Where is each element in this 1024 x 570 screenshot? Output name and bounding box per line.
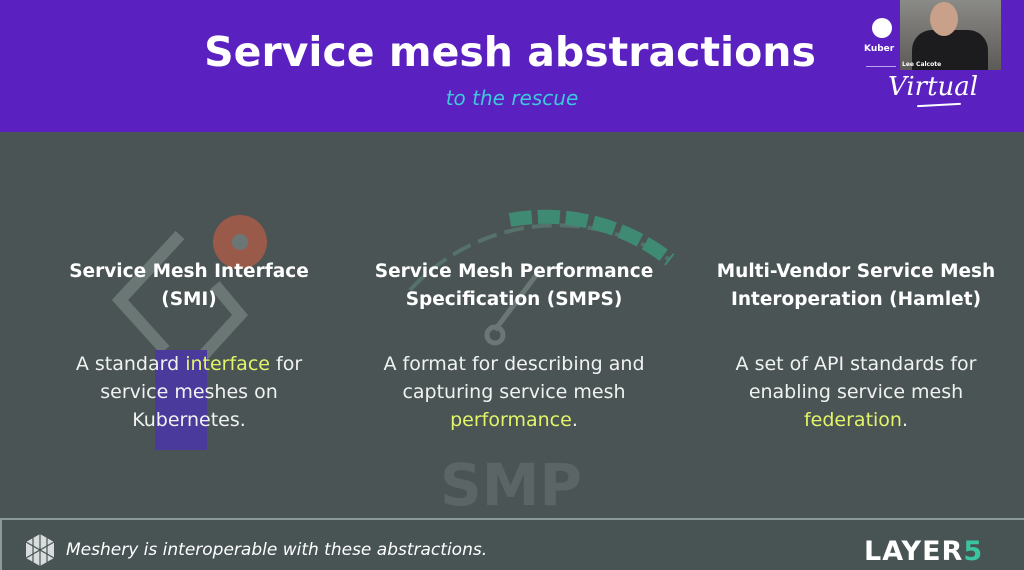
slide-header: Service mesh abstractions to the rescue … xyxy=(0,0,1024,132)
highlight-term: performance xyxy=(450,409,572,431)
footer-text: Meshery is interoperable with these abst… xyxy=(66,540,488,560)
slide-title: Service mesh abstractions xyxy=(204,28,816,76)
column-heading: Multi-Vendor Service Mesh Interoperation … xyxy=(716,261,996,310)
column-heading: Service Mesh Performance Specification (S… xyxy=(374,261,654,310)
smp-watermark-icon: SMP xyxy=(408,209,675,512)
event-name-partial: Kuber xyxy=(864,44,895,54)
column-description: A format for describing and capturing se… xyxy=(383,353,645,431)
smi-watermark-icon xyxy=(111,215,267,450)
column-heading: Service Mesh Interface (SMI) xyxy=(69,261,309,310)
column-description: A standard interface for service meshes … xyxy=(75,353,303,431)
virtual-badge: Virtual xyxy=(888,72,979,102)
participant-name: Lee Calcote xyxy=(902,61,942,68)
column-smps: Service Mesh Performance Specification (S… xyxy=(349,258,679,434)
presenter-head xyxy=(930,2,958,36)
webcam-feed: Lee Calcote xyxy=(900,0,1001,70)
divider xyxy=(866,66,896,67)
highlight-term: interface xyxy=(185,353,270,375)
slide-footer: Meshery is interoperable with these abst… xyxy=(0,518,1024,570)
column-hamlet: Multi-Vendor Service Mesh Interoperation … xyxy=(691,258,1021,434)
slide-subtitle: to the rescue xyxy=(445,86,579,110)
meshery-logo-icon xyxy=(25,534,55,566)
smp-watermark-text: SMP xyxy=(440,451,582,512)
kubernetes-logo-icon xyxy=(872,18,892,38)
presenter-body xyxy=(912,30,988,70)
column-smi: Service Mesh Interface (SMI) A standard i… xyxy=(24,258,354,434)
column-description: A set of API standards for enabling serv… xyxy=(735,353,977,431)
highlight-term: federation xyxy=(803,409,902,431)
layer5-logo: LAYER5 xyxy=(864,536,984,567)
